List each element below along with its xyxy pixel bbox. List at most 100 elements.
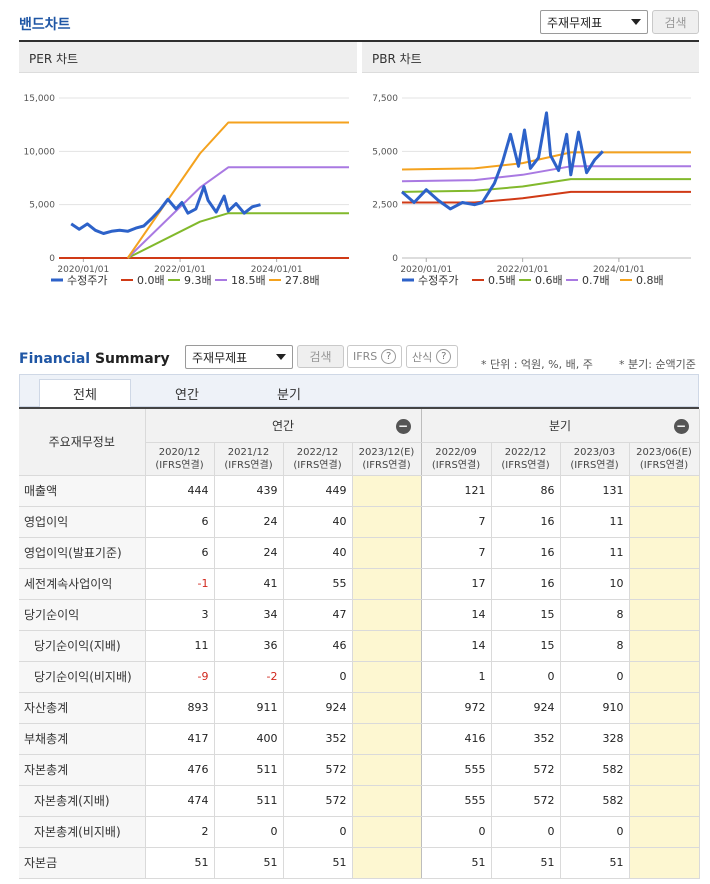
table-cell bbox=[352, 847, 422, 879]
table-cell: 121 bbox=[421, 475, 492, 507]
table-row: 당기순이익(지배) 11 36 46 14 15 8 bbox=[19, 630, 700, 662]
table-cell bbox=[352, 599, 422, 631]
quarter-group-label: 분기 bbox=[548, 418, 572, 433]
legend-label: 수정주가 bbox=[67, 274, 107, 287]
table-row: 세전계속사업이익 -1 41 55 17 16 10 bbox=[19, 568, 700, 600]
fs-search-button[interactable]: 검색 bbox=[297, 345, 344, 368]
fs-statement-select[interactable]: 주재무제표 bbox=[185, 345, 293, 369]
table-cell: 17 bbox=[421, 568, 492, 600]
table-cell bbox=[629, 599, 700, 631]
row-label: 당기순이익 bbox=[19, 599, 146, 631]
series-line bbox=[401, 178, 691, 193]
period-basis: (IFRS연결) bbox=[224, 459, 273, 471]
table-cell: 24 bbox=[214, 537, 284, 569]
period-date: 2022/09 bbox=[435, 446, 477, 458]
fs-title-financial: Financial bbox=[19, 351, 91, 367]
band-search-button[interactable]: 검색 bbox=[652, 10, 699, 34]
legend-label: 18.5배 bbox=[231, 274, 266, 287]
period-basis: (IFRS연결) bbox=[639, 459, 689, 471]
table-cell: 555 bbox=[421, 754, 492, 786]
tab-all[interactable]: 전체 bbox=[39, 379, 131, 408]
table-cell: 444 bbox=[145, 475, 215, 507]
fs-title-summary: Summary bbox=[90, 351, 170, 367]
table-cell: 7 bbox=[421, 537, 492, 569]
row-label: 자본총계(비지배) bbox=[19, 816, 146, 848]
table-cell: 1 bbox=[421, 661, 492, 693]
series-line bbox=[401, 151, 691, 171]
y-tick-label: 2,500 bbox=[372, 201, 398, 211]
formula-help-button[interactable]: 산식? bbox=[406, 345, 458, 368]
table-row: 영업이익 6 24 40 7 16 11 bbox=[19, 506, 700, 538]
table-cell: 0 bbox=[214, 816, 284, 848]
period-header: 2022/12 (IFRS연결) bbox=[491, 442, 561, 476]
table-cell: 439 bbox=[214, 475, 284, 507]
table-cell: 14 bbox=[421, 599, 492, 631]
tab-annual[interactable]: 연간 bbox=[175, 388, 199, 403]
help-icon: ? bbox=[381, 349, 397, 364]
period-header: 2023/06(E) (IFRS연결) bbox=[629, 442, 700, 476]
ifrs-help-button[interactable]: IFRS? bbox=[347, 345, 402, 368]
table-cell: 0 bbox=[421, 816, 492, 848]
legend-label: 0.5배 bbox=[488, 274, 516, 287]
table-cell: 0 bbox=[283, 816, 353, 848]
tab-underline bbox=[19, 407, 699, 409]
row-label: 자본총계 bbox=[19, 754, 146, 786]
table-cell: 910 bbox=[560, 692, 630, 724]
y-tick-label: 10,000 bbox=[24, 147, 56, 157]
table-cell: 15 bbox=[491, 599, 561, 631]
table-cell bbox=[629, 692, 700, 724]
fs-tab-bar: 전체 연간 분기 bbox=[19, 374, 699, 408]
table-cell: 924 bbox=[491, 692, 561, 724]
quarter-group-header: 분기 − bbox=[421, 409, 700, 443]
table-cell: 51 bbox=[491, 847, 561, 879]
period-header: 2022/12 (IFRS연결) bbox=[283, 442, 353, 476]
table-cell: 6 bbox=[145, 537, 215, 569]
table-cell bbox=[629, 506, 700, 538]
table-cell: 10 bbox=[560, 568, 630, 600]
table-cell bbox=[629, 661, 700, 693]
collapse-annual-icon[interactable]: − bbox=[395, 419, 411, 434]
table-cell: 572 bbox=[491, 754, 561, 786]
table-cell: 51 bbox=[283, 847, 353, 879]
table-cell: 911 bbox=[214, 692, 284, 724]
table-cell bbox=[352, 568, 422, 600]
table-cell: 131 bbox=[560, 475, 630, 507]
table-row: 자본금 51 51 51 51 51 51 bbox=[19, 847, 700, 879]
pbr-chart-title: PBR 차트 bbox=[372, 52, 422, 66]
annual-group-label: 연간 bbox=[271, 418, 295, 433]
series-line bbox=[401, 165, 691, 183]
table-cell: 511 bbox=[214, 785, 284, 817]
series-line bbox=[126, 121, 349, 259]
table-row: 당기순이익(비지배) -9 -2 0 1 0 0 bbox=[19, 661, 700, 693]
table-cell: 972 bbox=[421, 692, 492, 724]
band-divider bbox=[19, 40, 699, 42]
row-label: 세전계속사업이익 bbox=[19, 568, 146, 600]
table-cell bbox=[629, 754, 700, 786]
ifrs-label: IFRS bbox=[353, 350, 378, 363]
formula-label: 산식 bbox=[412, 350, 433, 364]
table-cell bbox=[352, 816, 422, 848]
table-row: 부채총계 417 400 352 416 352 328 bbox=[19, 723, 700, 755]
table-cell: 582 bbox=[560, 754, 630, 786]
period-header: 2023/12(E) (IFRS연결) bbox=[352, 442, 422, 476]
table-cell: 893 bbox=[145, 692, 215, 724]
period-header: 2023/03 (IFRS연결) bbox=[560, 442, 630, 476]
period-basis: (IFRS연결) bbox=[570, 459, 619, 471]
table-cell bbox=[629, 785, 700, 817]
table-cell: 416 bbox=[421, 723, 492, 755]
collapse-quarter-icon[interactable]: − bbox=[673, 419, 689, 434]
period-date: 2023/12(E) bbox=[358, 446, 415, 458]
table-cell: 352 bbox=[491, 723, 561, 755]
table-cell: 474 bbox=[145, 785, 215, 817]
table-cell bbox=[352, 537, 422, 569]
table-cell: 86 bbox=[491, 475, 561, 507]
table-cell: 51 bbox=[145, 847, 215, 879]
period-basis: (IFRS연결) bbox=[431, 459, 481, 471]
tab-quarter[interactable]: 분기 bbox=[277, 388, 301, 403]
table-cell bbox=[352, 630, 422, 662]
band-statement-select[interactable]: 주재무제표 bbox=[540, 10, 648, 34]
legend-label: 9.3배 bbox=[184, 274, 212, 287]
table-cell: 7 bbox=[421, 506, 492, 538]
series-line bbox=[402, 190, 691, 204]
